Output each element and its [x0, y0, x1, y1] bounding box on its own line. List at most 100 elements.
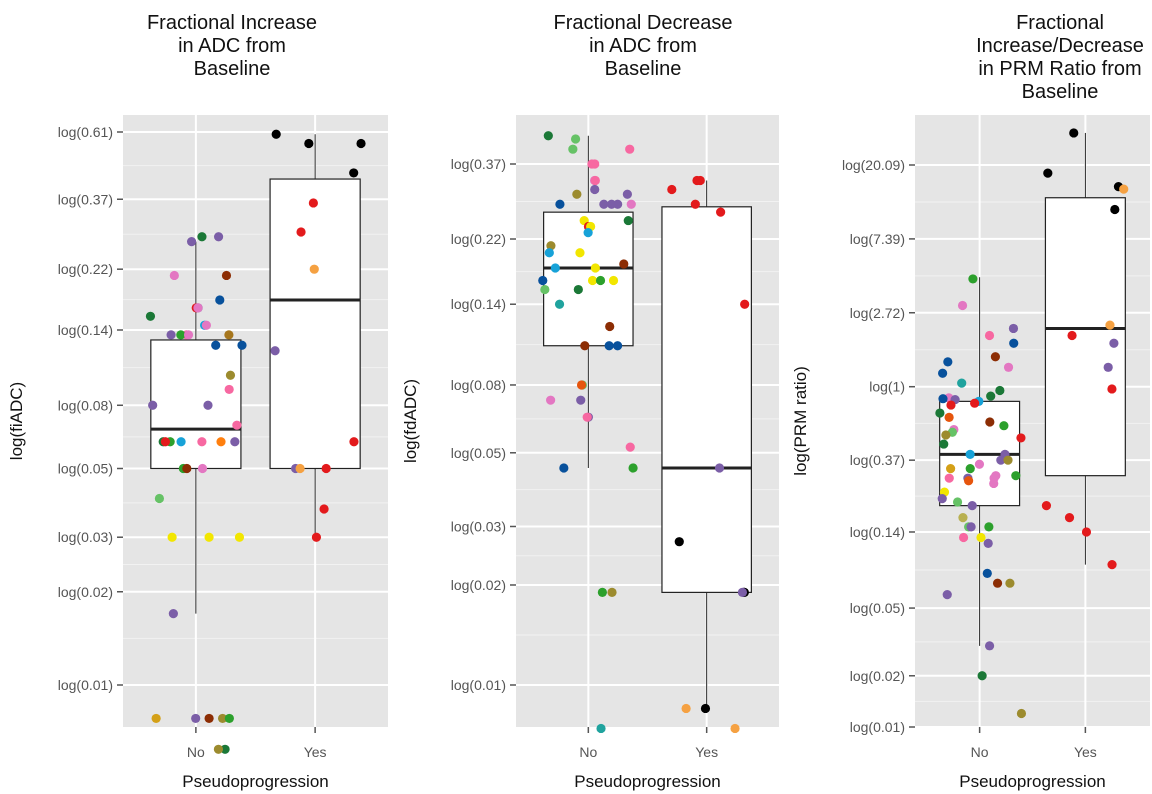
data-point: [716, 207, 726, 217]
data-point: [996, 455, 1006, 465]
data-point: [1041, 501, 1052, 511]
data-point: [674, 537, 684, 547]
data-point: [958, 513, 968, 523]
data-point: [608, 275, 619, 286]
y-tick-label: log(0.14): [850, 524, 905, 540]
data-point: [349, 168, 359, 178]
panel-title: Baseline: [605, 58, 682, 80]
data-point: [1016, 433, 1026, 443]
y-axis-label: log(fiADC): [7, 382, 26, 460]
data-point: [963, 476, 974, 486]
data-point: [295, 463, 305, 474]
y-tick-label: log(7.39): [850, 231, 905, 247]
y-tick-label: log(0.05): [451, 445, 506, 461]
data-point: [604, 341, 614, 351]
x-tick-label: No: [579, 744, 597, 760]
data-point: [215, 295, 225, 305]
data-point: [550, 263, 560, 273]
panel-title: Baseline: [1022, 81, 1099, 103]
data-point: [946, 464, 956, 474]
data-point: [270, 346, 280, 356]
y-tick-label: log(20.09): [842, 157, 905, 173]
data-point: [952, 497, 963, 507]
panel-title: Fractional: [1016, 12, 1104, 34]
data-point: [151, 713, 161, 724]
data-point: [224, 330, 234, 340]
y-tick-label: log(0.02): [451, 577, 506, 593]
data-point: [1003, 362, 1014, 372]
data-point: [575, 248, 585, 258]
data-point: [576, 395, 586, 405]
data-point: [942, 589, 952, 600]
data-point: [977, 671, 987, 681]
data-point: [587, 275, 598, 286]
data-point: [1043, 168, 1053, 178]
data-point: [965, 449, 975, 460]
data-point: [221, 270, 232, 281]
data-point: [619, 259, 629, 269]
data-point: [183, 330, 194, 340]
data-point: [938, 368, 948, 378]
data-point: [1110, 204, 1120, 215]
data-point: [308, 198, 318, 208]
data-point: [237, 340, 247, 350]
data-point: [984, 641, 995, 651]
data-point: [1107, 560, 1117, 570]
data-point: [572, 189, 582, 199]
data-point: [197, 232, 207, 242]
data-point: [625, 442, 635, 452]
data-point: [941, 430, 951, 440]
y-tick-label: log(0.22): [58, 261, 113, 277]
y-tick-label: log(0.05): [850, 600, 905, 616]
data-point: [626, 199, 636, 209]
panel-title: in PRM Ratio from: [978, 58, 1141, 80]
data-point: [555, 199, 565, 209]
data-point: [191, 713, 201, 724]
data-point: [590, 175, 600, 186]
panel-title: in ADC from: [178, 35, 286, 57]
data-point: [590, 184, 600, 195]
y-tick-label: log(0.37): [451, 156, 506, 172]
data-point: [224, 384, 234, 395]
data-point: [1003, 455, 1013, 465]
y-tick-label: log(0.03): [451, 518, 506, 534]
data-point: [730, 723, 740, 734]
panel-title: Fractional Increase: [147, 12, 317, 34]
data-point: [216, 437, 226, 447]
data-point: [944, 412, 954, 423]
data-point: [568, 144, 578, 154]
data-point: [966, 522, 976, 532]
data-point: [193, 303, 203, 313]
data-point: [970, 398, 980, 408]
data-point: [225, 370, 236, 380]
data-point: [540, 284, 550, 295]
data-point: [1081, 527, 1092, 537]
y-tick-label: log(0.14): [451, 296, 506, 312]
data-point: [700, 703, 711, 714]
data-point: [580, 341, 590, 351]
data-point: [356, 138, 366, 149]
x-tick-label: No: [187, 744, 205, 760]
data-point: [148, 400, 158, 410]
data-point: [628, 463, 638, 473]
data-point: [167, 532, 177, 542]
x-tick-label: Yes: [304, 744, 327, 760]
data-point: [186, 237, 197, 247]
data-point: [321, 463, 331, 474]
data-point: [349, 437, 359, 447]
data-point: [160, 437, 171, 447]
box-yes: [1044, 197, 1126, 477]
data-point: [546, 395, 556, 405]
data-point: [986, 391, 996, 401]
panel-1: log(0.61) log(0.37) log(0.22) log(0.14) log(…: [7, 12, 388, 791]
data-point: [1105, 320, 1115, 330]
panel-3: log(20.09) log(7.39) log(2.72) log(1) log(0.…: [791, 12, 1150, 791]
data-point: [946, 400, 956, 410]
data-point: [203, 400, 213, 410]
data-point: [271, 129, 281, 139]
data-point: [590, 263, 600, 273]
data-point: [590, 159, 600, 169]
data-point: [974, 459, 985, 469]
data-point: [197, 437, 207, 447]
